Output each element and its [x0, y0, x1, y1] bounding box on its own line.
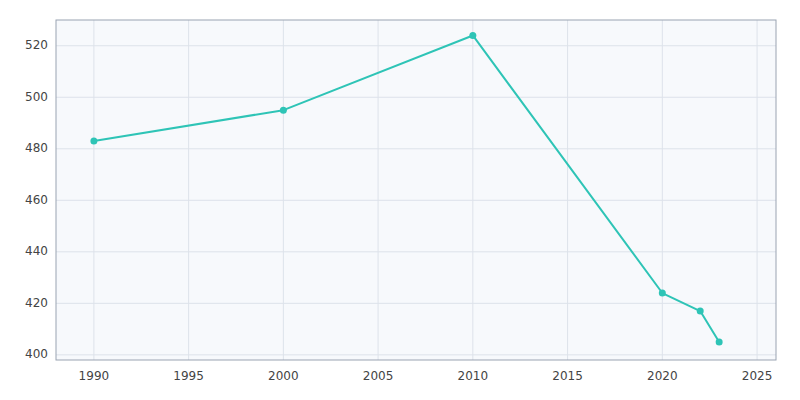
- y-grid-line: [56, 97, 776, 98]
- x-grid-line: [188, 20, 189, 360]
- data-point: [90, 138, 97, 145]
- y-tick-label: 520: [25, 38, 48, 52]
- tick-labels: 400 420 440 460 480 500 520 1990 1995 2000 2005 201…: [25, 38, 772, 383]
- y-grid-line: [56, 200, 776, 201]
- x-tick-label: 1995: [173, 369, 204, 383]
- y-tick-label: 400: [25, 347, 48, 361]
- grid: [56, 20, 776, 360]
- y-tick-label: 500: [25, 90, 48, 104]
- x-tick-label: 1990: [79, 369, 110, 383]
- y-tick-label: 480: [25, 141, 48, 155]
- y-grid-line: [56, 45, 776, 46]
- x-tick-label: 2005: [363, 369, 394, 383]
- data-point: [659, 290, 666, 297]
- chart-svg: 400 420 440 460 480 500 520 1990 1995 2000 2005 201…: [0, 0, 800, 400]
- x-grid-line: [757, 20, 758, 360]
- y-tick-label: 460: [25, 193, 48, 207]
- data-line: [94, 35, 719, 342]
- plot-background: [56, 20, 776, 360]
- y-grid-line: [56, 354, 776, 355]
- data-point: [469, 32, 476, 39]
- y-grid-line: [56, 303, 776, 304]
- plot-frame: [56, 20, 776, 360]
- y-tick-label: 440: [25, 244, 48, 258]
- data-point: [280, 107, 287, 114]
- x-tick-label: 2010: [458, 369, 489, 383]
- x-tick-label: 2015: [552, 369, 583, 383]
- chart-container: 400 420 440 460 480 500 520 1990 1995 2000 2005 201…: [0, 0, 800, 400]
- x-tick-label: 2000: [268, 369, 299, 383]
- x-tick-label: 2020: [647, 369, 678, 383]
- x-grid-line: [378, 20, 379, 360]
- x-grid-line: [567, 20, 568, 360]
- x-grid-line: [472, 20, 473, 360]
- x-grid-line: [93, 20, 94, 360]
- y-grid-line: [56, 251, 776, 252]
- data-layer: [90, 32, 722, 346]
- y-grid-line: [56, 148, 776, 149]
- y-tick-label: 420: [25, 296, 48, 310]
- x-grid-line: [283, 20, 284, 360]
- x-grid-line: [662, 20, 663, 360]
- data-point: [716, 338, 723, 345]
- x-tick-label: 2025: [742, 369, 773, 383]
- data-point: [697, 308, 704, 315]
